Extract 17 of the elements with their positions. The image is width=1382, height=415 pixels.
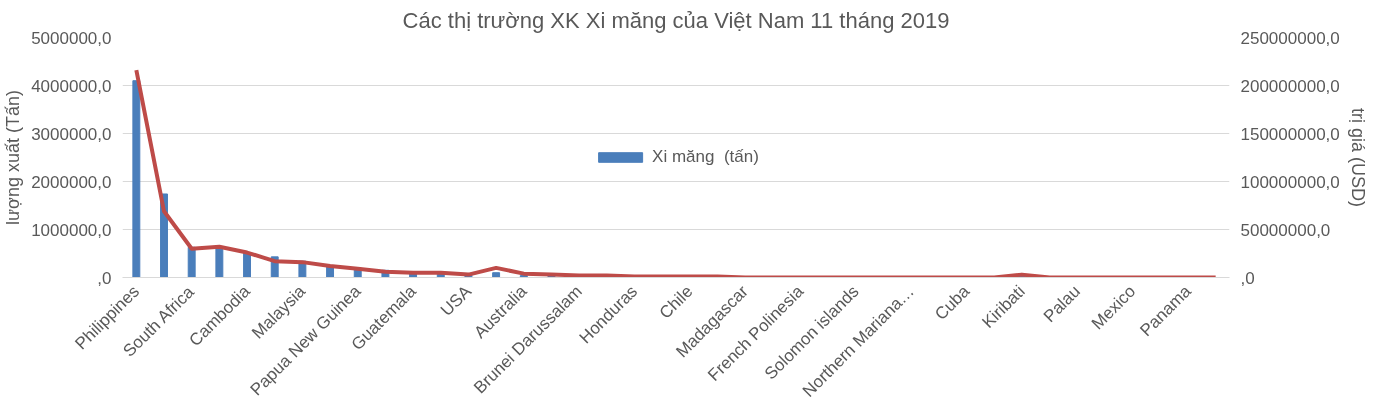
- legend-label: Xi măng (tấn): [652, 147, 759, 167]
- y2-axis-title: trị giá (USD): [1347, 108, 1368, 208]
- y2-tick-label: ,0: [1240, 268, 1255, 288]
- y-tick-label: ,0: [97, 268, 112, 288]
- y-tick-label: 4000000,0: [31, 76, 112, 96]
- y2-tick-label: 50000000,0: [1240, 220, 1331, 240]
- chart-title: Các thị trường XK Xi măng của Việt Nam 11 tháng 2019: [402, 7, 950, 33]
- x-tick-label: USA: [437, 281, 476, 320]
- y-axis-title: lượng xuất (Tấn): [3, 90, 24, 225]
- y2-tick-label: 150000000,0: [1240, 124, 1340, 144]
- y2-tick-label: 200000000,0: [1240, 76, 1340, 96]
- y2-tick-label: 100000000,0: [1240, 172, 1340, 192]
- y-tick-label: 1000000,0: [31, 220, 112, 240]
- y2-tick-label: 250000000,0: [1240, 28, 1340, 48]
- y-tick-label: 2000000,0: [31, 172, 112, 192]
- y-tick-label: 3000000,0: [31, 124, 112, 144]
- y-tick-label: 5000000,0: [31, 28, 112, 48]
